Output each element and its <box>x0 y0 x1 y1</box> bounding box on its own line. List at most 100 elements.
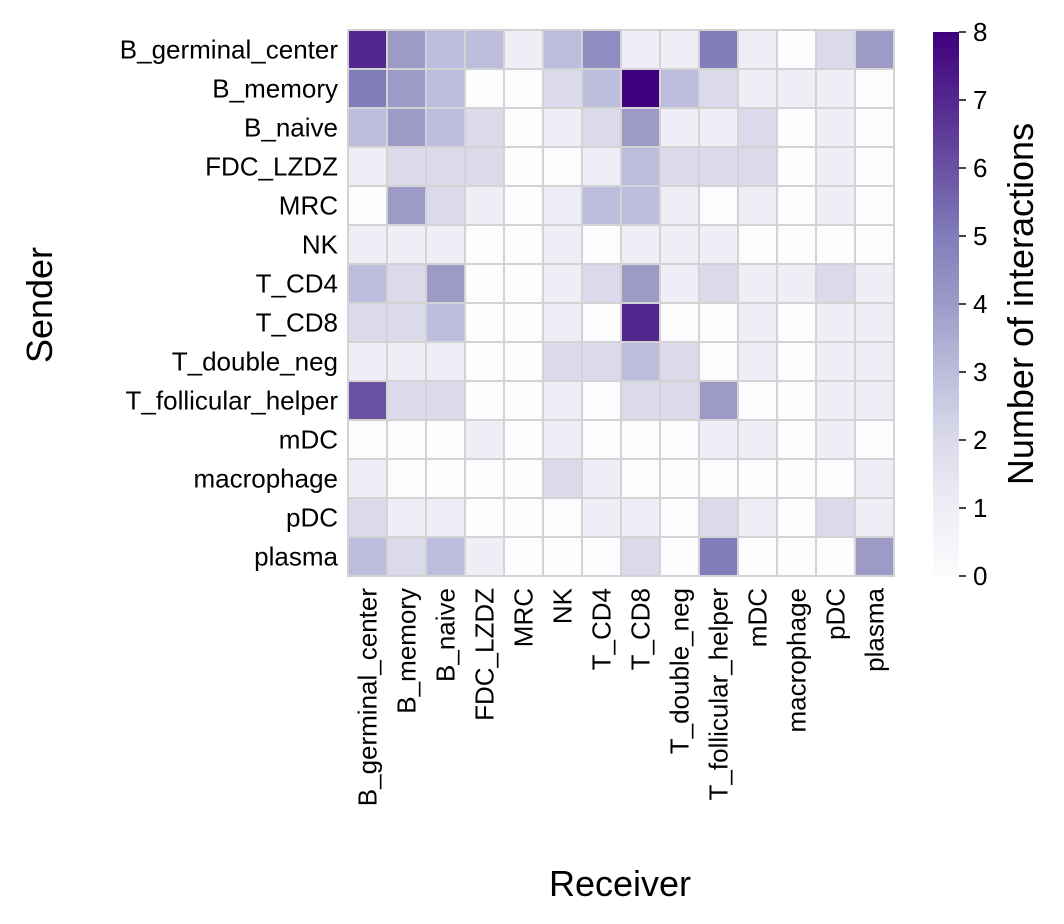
colorbar-tick-label: 2 <box>973 425 987 455</box>
heatmap-cell <box>464 497 505 538</box>
heatmap-cell <box>737 497 778 538</box>
heatmap-cell <box>464 458 505 499</box>
heatmap-cell <box>542 146 583 187</box>
heatmap-cell <box>698 536 739 577</box>
heatmap-cell <box>542 107 583 148</box>
y-tick-label: plasma <box>254 542 338 572</box>
heatmap-cell <box>737 536 778 577</box>
x-tick-label: T_CD8 <box>626 588 656 670</box>
y-tick-label: FDC_LZDZ <box>205 152 338 182</box>
heatmap-cell <box>737 224 778 265</box>
heatmap-cell <box>581 146 622 187</box>
y-tick-label: MRC <box>279 191 338 221</box>
heatmap-cell <box>815 146 856 187</box>
heatmap-cell <box>659 497 700 538</box>
heatmap-cell <box>542 185 583 226</box>
heatmap-cell <box>659 107 700 148</box>
heatmap-cell <box>659 29 700 70</box>
heatmap-cell <box>503 68 544 109</box>
heatmap-cell <box>425 458 466 499</box>
heatmap-cell <box>776 68 817 109</box>
heatmap-cell <box>854 341 895 382</box>
heatmap-cell <box>698 458 739 499</box>
heatmap-cell <box>386 146 427 187</box>
heatmap-cell <box>737 146 778 187</box>
colorbar-label: Number of interactions <box>1000 123 1041 485</box>
x-tick-label: NK <box>548 587 578 624</box>
heatmap-cell <box>386 263 427 304</box>
heatmap-cell <box>347 497 388 538</box>
heatmap-cell <box>464 146 505 187</box>
heatmap-cell <box>737 29 778 70</box>
heatmap-cell <box>815 497 856 538</box>
heatmap-cell <box>815 68 856 109</box>
heatmap-cell <box>581 107 622 148</box>
heatmap-cell <box>854 146 895 187</box>
heatmap-cell <box>581 68 622 109</box>
colorbar-tick-label: 5 <box>973 221 987 251</box>
heatmap-cell <box>698 185 739 226</box>
heatmap-cell <box>698 68 739 109</box>
x-tick-label: T_CD4 <box>587 588 617 670</box>
heatmap-cell <box>542 302 583 343</box>
heatmap-cell <box>347 29 388 70</box>
heatmap-cell <box>581 185 622 226</box>
heatmap-cell <box>347 68 388 109</box>
heatmap-cell <box>737 263 778 304</box>
x-tick-label: T_double_neg <box>665 588 695 754</box>
heatmap-cell <box>386 341 427 382</box>
heatmap-cell <box>425 341 466 382</box>
heatmap-cell <box>815 263 856 304</box>
heatmap-cell <box>620 224 661 265</box>
heatmap-cell <box>386 29 427 70</box>
heatmap-cell <box>737 107 778 148</box>
heatmap-cell <box>503 380 544 421</box>
heatmap-cell <box>737 68 778 109</box>
heatmap-cell <box>620 536 661 577</box>
heatmap-cell <box>347 419 388 460</box>
heatmap-cell <box>854 224 895 265</box>
heatmap-cell <box>737 419 778 460</box>
heatmap-cell <box>620 419 661 460</box>
y-tick-label: macrophage <box>193 464 338 494</box>
heatmap-cell <box>347 107 388 148</box>
heatmap-cell <box>776 419 817 460</box>
heatmap-cell <box>425 68 466 109</box>
heatmap-cell <box>581 302 622 343</box>
x-tick-labels: B_germinal_center B_memory B_naive FDC_LZDZ… <box>353 587 890 806</box>
heatmap-cell <box>854 185 895 226</box>
heatmap-cell <box>854 302 895 343</box>
x-tick-label: FDC_LZDZ <box>470 588 500 721</box>
heatmap-cell <box>581 419 622 460</box>
heatmap-cell <box>464 341 505 382</box>
heatmap-cell <box>347 302 388 343</box>
x-tick-label: B_memory <box>392 588 422 714</box>
heatmap-cell <box>347 263 388 304</box>
heatmap-cell <box>776 458 817 499</box>
heatmap-cell <box>503 185 544 226</box>
heatmap-cell <box>581 341 622 382</box>
x-tick-label: macrophage <box>782 588 812 733</box>
heatmap-cell <box>386 419 427 460</box>
heatmap-cell <box>854 107 895 148</box>
heatmap-cell <box>425 536 466 577</box>
heatmap-cell <box>542 458 583 499</box>
y-tick-label: B_memory <box>212 74 338 104</box>
heatmap-cell <box>815 224 856 265</box>
heatmap-cell <box>659 536 700 577</box>
heatmap-cell <box>620 497 661 538</box>
heatmap-cell <box>776 341 817 382</box>
heatmap-cell <box>464 536 505 577</box>
heatmap-cell <box>542 263 583 304</box>
y-tick-label: T_double_neg <box>172 347 338 377</box>
heatmap-cell <box>815 419 856 460</box>
heatmap-cell <box>425 185 466 226</box>
heatmap-cell <box>386 536 427 577</box>
heatmap-cell <box>854 458 895 499</box>
x-tick-label: B_germinal_center <box>353 588 383 807</box>
heatmap-cell <box>620 185 661 226</box>
heatmap-cell <box>347 341 388 382</box>
heatmap-cell <box>386 107 427 148</box>
colorbar-tick-label: 0 <box>973 561 987 591</box>
